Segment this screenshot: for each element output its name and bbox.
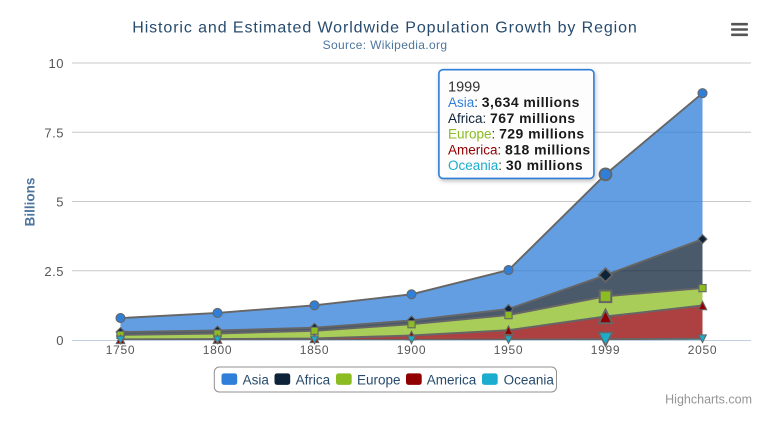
svg-text:10: 10 <box>49 56 64 71</box>
svg-text:2.5: 2.5 <box>44 264 64 279</box>
svg-text:Africa: Africa <box>296 373 331 388</box>
svg-text:1850: 1850 <box>300 343 330 357</box>
svg-text:Oceania: 30 millions: Oceania: 30 millions <box>448 157 583 173</box>
svg-text:Highcharts.com: Highcharts.com <box>665 393 752 407</box>
svg-text:Source: Wikipedia.org: Source: Wikipedia.org <box>323 38 448 52</box>
svg-text:America: America <box>427 373 477 388</box>
svg-text:Europe: 729 millions: Europe: 729 millions <box>448 126 585 142</box>
svg-text:2050: 2050 <box>688 343 718 357</box>
svg-text:1900: 1900 <box>397 343 427 357</box>
svg-text:Billions: Billions <box>23 178 38 227</box>
svg-text:Europe: Europe <box>357 373 401 388</box>
svg-text:1999: 1999 <box>591 343 621 357</box>
svg-text:1800: 1800 <box>203 343 233 357</box>
svg-text:7.5: 7.5 <box>44 125 64 140</box>
svg-text:America: 818 millions: America: 818 millions <box>448 141 591 157</box>
svg-text:0: 0 <box>56 333 64 348</box>
svg-text:Historic and Estimated Worldwi: Historic and Estimated Worldwide Populat… <box>132 20 637 37</box>
svg-text:1750: 1750 <box>106 343 136 357</box>
svg-text:5: 5 <box>56 195 64 210</box>
svg-text:1999: 1999 <box>448 79 480 95</box>
svg-text:Asia: 3,634 millions: Asia: 3,634 millions <box>448 94 580 110</box>
svg-text:Africa: 767 millions: Africa: 767 millions <box>448 110 576 126</box>
svg-text:Oceania: Oceania <box>504 373 555 388</box>
svg-text:Asia: Asia <box>243 373 270 388</box>
svg-text:1950: 1950 <box>494 343 524 357</box>
